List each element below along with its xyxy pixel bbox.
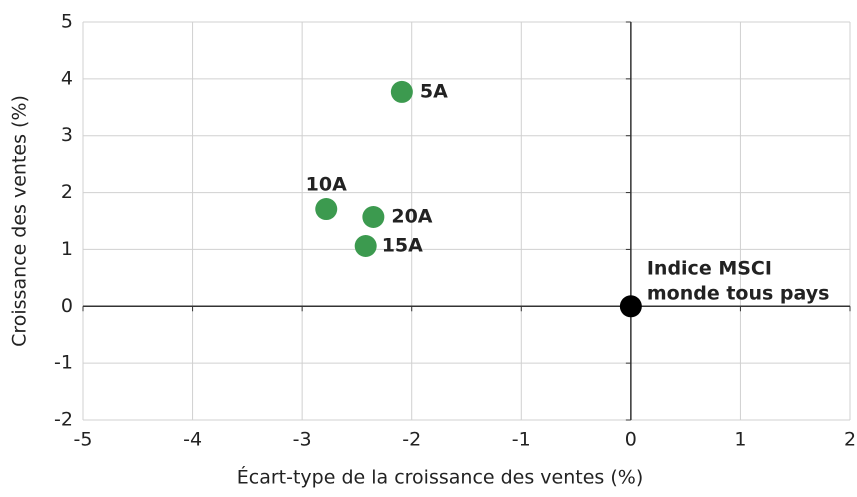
x-tick-label: -5 <box>74 429 93 451</box>
point <box>390 80 413 103</box>
x-tick-label: 1 <box>734 429 746 451</box>
y-tick-label: -2 <box>54 409 73 431</box>
y-tick-label: 2 <box>61 181 73 203</box>
y-axis-label: Croissance des ventes (%) <box>9 95 31 347</box>
point <box>315 198 338 221</box>
x-tick-label: 0 <box>625 429 637 451</box>
y-tick-label: 3 <box>61 124 73 146</box>
point-label: 5A <box>420 80 448 102</box>
x-tick-label: -2 <box>402 429 421 451</box>
point-label: 10A <box>306 174 347 196</box>
y-tick-label: -1 <box>54 352 73 374</box>
y-tick-label: 4 <box>61 67 73 89</box>
x-tick-label: -4 <box>183 429 202 451</box>
x-axis-label: Écart-type de la croissance des ventes (… <box>237 466 643 489</box>
y-tick-label: 1 <box>61 238 73 260</box>
point <box>362 206 385 229</box>
y-tick-label: 5 <box>61 11 73 33</box>
x-tick-label: -1 <box>512 429 531 451</box>
point <box>619 295 642 318</box>
point-label-line: Indice MSCI <box>647 257 772 279</box>
x-tick-label: 2 <box>844 429 856 451</box>
point-label: Indice MSCI monde tous pays <box>647 257 830 304</box>
x-tick-label: -3 <box>293 429 312 451</box>
y-tick-label: 0 <box>61 295 73 317</box>
point-label: 15A <box>382 235 423 257</box>
point <box>354 235 377 258</box>
point-label-line: monde tous pays <box>647 282 830 304</box>
point-label: 20A <box>391 206 432 228</box>
